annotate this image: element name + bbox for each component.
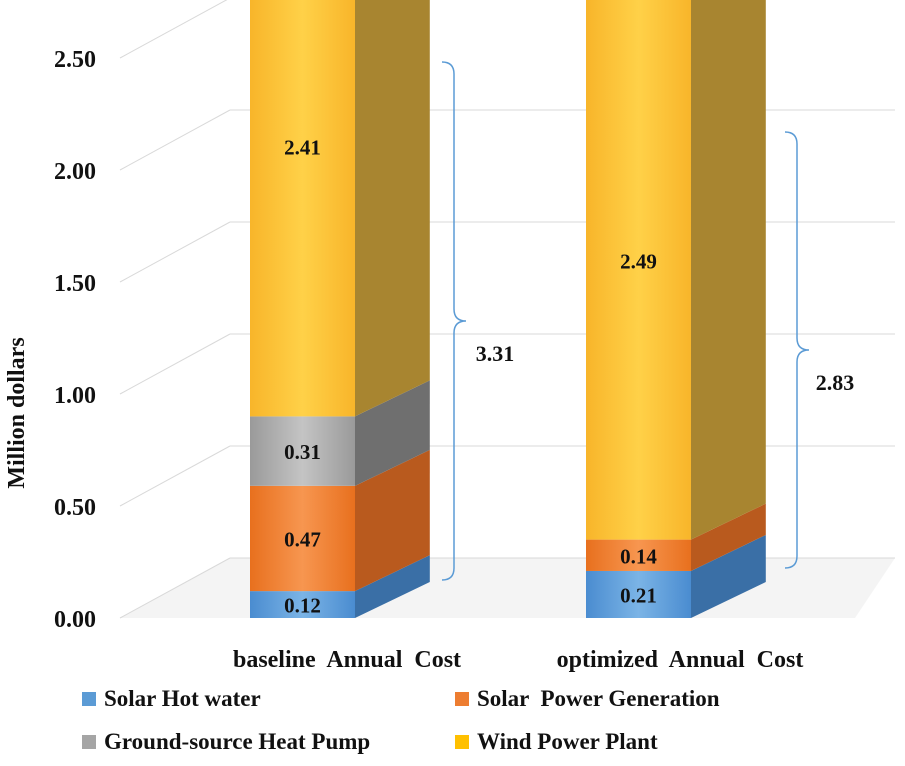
bar-stack-baseline: 0.12 0.47 0.31 2.41: [250, 0, 430, 618]
total-bracket: [441, 61, 467, 581]
total-label: 3.31: [476, 341, 515, 366]
gridline-diagonal: [119, 557, 231, 619]
legend-label: Solar Hot water: [104, 686, 261, 711]
total-bracket: [784, 131, 810, 569]
total-brackets: 3.31 2.83: [441, 61, 855, 581]
floor-plane: [120, 558, 895, 618]
legend-swatch: [455, 735, 469, 749]
legend-swatch: [455, 692, 469, 706]
gridline-diagonal: [119, 221, 231, 283]
bar-side-solar-hot-water: [355, 555, 430, 618]
data-label: 0.47: [284, 527, 321, 551]
data-label: 0.14: [620, 544, 657, 568]
bar-side-solar-power-generation: [691, 503, 766, 571]
gridline-diagonal: [119, 333, 231, 395]
bar-side-wind-power-plant: [691, 0, 766, 540]
data-label: 2.49: [620, 250, 657, 274]
category-label: optimized Annual Cost: [557, 647, 804, 673]
y-tick-label: 2.50: [54, 47, 96, 73]
y-tick-label: 2.00: [54, 159, 96, 185]
gridline-diagonal: [119, 0, 228, 59]
bar-stack-optimized: 0.21 0.14 2.49: [586, 0, 766, 618]
legend-label: Solar Power Generation: [477, 686, 720, 711]
bar-side-ground-source-heat-pump: [355, 380, 430, 486]
gridlines: [119, 0, 895, 619]
total-label: 2.83: [816, 370, 855, 395]
data-label: 0.31: [284, 440, 321, 464]
y-tick-label: 0.50: [54, 495, 96, 521]
gridline-diagonal: [119, 445, 231, 507]
bar-side-solar-power-generation: [355, 449, 430, 592]
category-labels: baseline Annual Cost optimized Annual Cos…: [233, 647, 803, 673]
bar-segment-solar-power-generation: [250, 485, 355, 592]
y-axis-label: Million dollars: [4, 337, 30, 488]
category-label: baseline Annual Cost: [233, 647, 461, 673]
bar-side-solar-hot-water: [691, 534, 766, 618]
legend-swatch: [82, 735, 96, 749]
y-tick-label: 1.00: [54, 383, 96, 409]
legend-label: Wind Power Plant: [477, 729, 658, 754]
y-axis-ticks: 0.000.501.001.502.002.503.003.50: [54, 47, 96, 633]
bar-segment-solar-hot-water: [586, 570, 691, 618]
bar-segment-solar-power-generation: [586, 539, 691, 571]
bar-segment-wind-power-plant: [250, 0, 355, 417]
chart-floor: [120, 558, 895, 618]
bars: 0.12 0.47 0.31 2.41 0.21 0.14 2.49: [250, 0, 766, 618]
legend-swatch: [82, 692, 96, 706]
gridline-diagonal: [119, 109, 231, 171]
legend-label: Ground-source Heat Pump: [104, 729, 370, 754]
bar-segment-wind-power-plant: [586, 0, 691, 540]
data-label: 2.41: [284, 135, 321, 159]
data-label: 0.21: [620, 583, 657, 607]
y-tick-label: 0.00: [54, 607, 96, 633]
y-tick-label: 1.50: [54, 271, 96, 297]
data-label: 0.12: [284, 594, 321, 618]
legend: Solar Hot water Solar Power Generation Gro…: [82, 686, 720, 754]
bar-segment-solar-hot-water: [250, 591, 355, 618]
bar-side-wind-power-plant: [355, 0, 430, 417]
bar-segment-ground-source-heat-pump: [250, 416, 355, 486]
